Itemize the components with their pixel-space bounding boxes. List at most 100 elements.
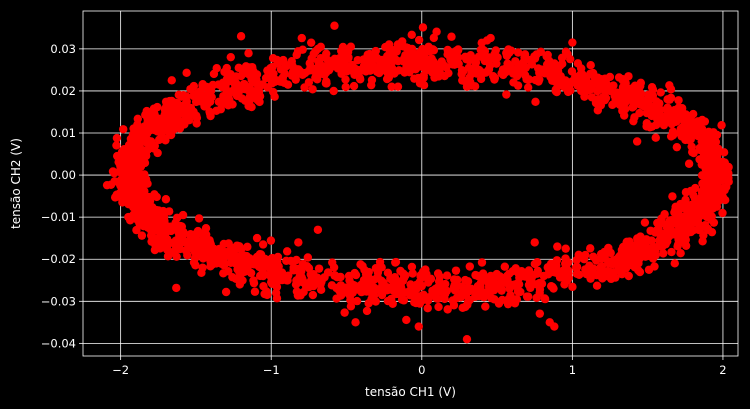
data-point: [297, 33, 306, 43]
data-point: [385, 55, 395, 65]
data-point: [158, 120, 167, 130]
data-point: [163, 245, 172, 254]
data-point: [642, 249, 651, 259]
data-point: [198, 254, 208, 263]
data-point: [286, 256, 296, 266]
data-point: [393, 82, 403, 91]
data-point: [130, 204, 140, 213]
data-point: [452, 293, 462, 303]
data-point: [163, 126, 172, 136]
data-point: [362, 62, 372, 71]
data-point: [407, 30, 416, 40]
data-point: [204, 91, 214, 100]
data-point: [252, 233, 262, 243]
data-point: [435, 272, 444, 281]
data-point: [504, 48, 514, 58]
data-point: [497, 284, 506, 294]
data-point: [600, 96, 609, 105]
data-point: [470, 56, 479, 65]
data-point: [384, 40, 394, 49]
data-point: [330, 21, 339, 30]
data-point: [589, 252, 598, 261]
data-point: [182, 92, 191, 101]
data-point: [395, 287, 404, 296]
data-point: [248, 87, 258, 96]
data-point: [121, 183, 131, 193]
data-point: [708, 186, 718, 195]
data-point: [185, 115, 194, 125]
data-point: [673, 242, 682, 251]
data-point: [316, 280, 325, 289]
data-point: [447, 32, 456, 41]
data-point: [362, 306, 372, 316]
data-point: [308, 85, 317, 94]
data-point: [519, 57, 528, 67]
data-point: [306, 38, 316, 47]
data-point: [304, 78, 314, 87]
data-point: [440, 294, 449, 304]
data-point: [424, 55, 434, 65]
data-point: [341, 283, 350, 292]
data-point: [250, 287, 260, 296]
data-point: [490, 75, 499, 84]
data-point: [589, 264, 598, 273]
data-point: [144, 192, 154, 202]
data-point: [632, 137, 642, 146]
y-axis-ticks: −0.04 −0.03 −0.02 −0.01 0.00 0.01 0.02 0.03: [41, 42, 83, 350]
data-point: [156, 208, 165, 217]
y-axis-label: tensão CH2 (V): [9, 138, 23, 229]
data-point: [694, 201, 704, 210]
data-point: [266, 236, 276, 245]
data-point: [689, 191, 698, 200]
data-point: [704, 201, 714, 210]
data-point: [708, 128, 717, 137]
data-point: [344, 271, 354, 281]
data-point: [510, 299, 520, 308]
data-point: [238, 258, 248, 268]
y-tick-label: 0.00: [50, 168, 76, 182]
data-point: [655, 108, 664, 117]
data-point: [418, 45, 427, 55]
data-point: [390, 69, 399, 78]
data-point: [431, 284, 440, 294]
x-tick-label: 2: [719, 363, 726, 377]
data-point: [134, 196, 143, 205]
data-point: [687, 142, 696, 151]
data-point: [499, 70, 508, 80]
data-point: [434, 302, 443, 312]
data-point: [658, 115, 667, 125]
data-point: [489, 274, 499, 283]
data-point: [373, 66, 383, 76]
scatter-points: [102, 21, 733, 344]
data-point: [351, 270, 361, 280]
data-point: [149, 226, 159, 236]
data-point: [681, 195, 690, 205]
data-point: [143, 179, 152, 188]
data-point: [624, 72, 633, 81]
data-point: [485, 61, 495, 70]
data-point: [470, 64, 479, 73]
data-point: [417, 291, 426, 301]
data-point: [367, 80, 376, 90]
data-point: [432, 27, 441, 36]
data-point: [304, 66, 314, 75]
data-point: [356, 75, 365, 84]
data-point: [672, 142, 682, 152]
data-point: [530, 259, 540, 269]
data-point: [145, 126, 155, 135]
data-point: [532, 50, 541, 59]
data-point: [512, 66, 521, 75]
data-point: [446, 55, 455, 65]
data-point: [246, 268, 256, 278]
data-point: [348, 60, 357, 70]
data-point: [316, 42, 326, 51]
data-point: [502, 90, 511, 99]
data-point: [462, 82, 472, 91]
data-point: [713, 163, 723, 173]
data-point: [293, 47, 303, 56]
data-point: [426, 274, 436, 284]
data-point: [409, 55, 418, 65]
data-point: [586, 244, 595, 253]
data-point: [514, 269, 524, 279]
data-point: [587, 84, 596, 94]
